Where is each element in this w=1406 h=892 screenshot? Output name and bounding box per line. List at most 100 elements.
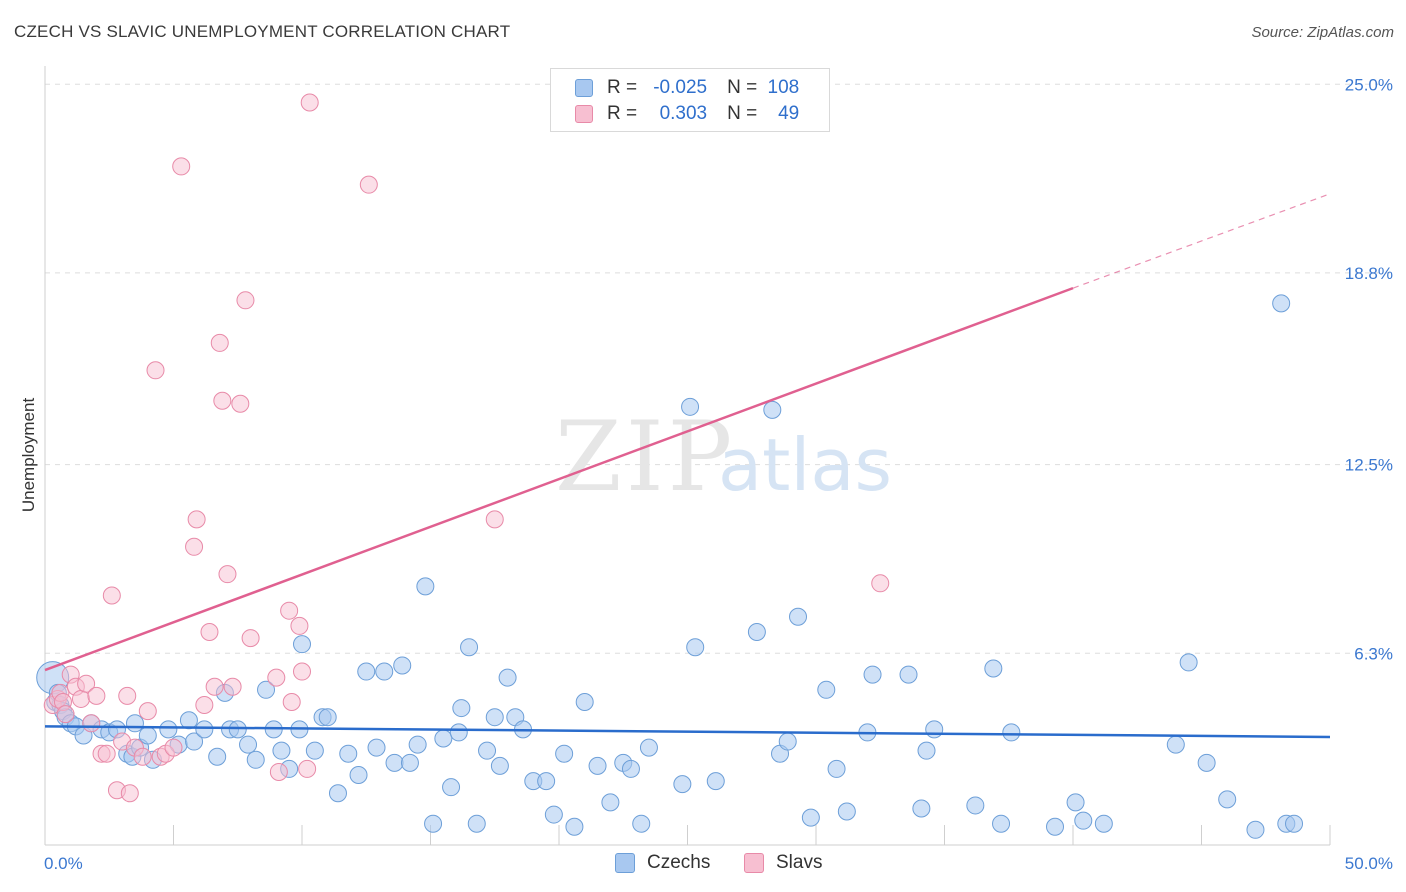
legend-item-slavs[interactable]: Slavs (744, 852, 822, 874)
slav-point (185, 537, 204, 556)
czech-point (305, 741, 324, 760)
czech-point (416, 577, 435, 596)
slav-point (359, 175, 378, 194)
czech-point (992, 814, 1011, 833)
czech-point (555, 744, 574, 763)
czech-point (681, 397, 700, 416)
czech-point (208, 747, 227, 766)
czech-point (442, 778, 461, 797)
czech-point (837, 802, 856, 821)
czech-point (827, 759, 846, 778)
y-axis-label: Unemployment (19, 398, 38, 513)
slav-point (87, 686, 106, 705)
slav-point (280, 601, 299, 620)
slav-point (82, 714, 101, 733)
stats-legend: R = -0.025 N = 108 R = 0.303 N = 49 (550, 68, 830, 132)
czech-point (632, 814, 651, 833)
czech-point (1179, 653, 1198, 672)
czech-point (912, 799, 931, 818)
czech-point (498, 668, 517, 687)
czech-point (1197, 753, 1216, 772)
czech-point (385, 753, 404, 772)
slav-point (118, 686, 137, 705)
czech-point (984, 659, 1003, 678)
slav-point (218, 565, 237, 584)
czech-point (257, 680, 276, 699)
legend-item-czechs[interactable]: Czechs (615, 852, 710, 874)
czech-point (293, 635, 311, 654)
y-tick-label: 25.0% (1345, 75, 1393, 94)
czech-point (621, 759, 640, 778)
czech-point (434, 729, 453, 748)
legend-label-slavs: Slavs (776, 852, 823, 873)
slav-point (146, 361, 165, 380)
czech-point (1218, 790, 1237, 809)
legend-r-value: 0.303 (659, 103, 708, 124)
legend-r-value: -0.025 (653, 77, 708, 98)
legend-n-label: N = (727, 103, 758, 124)
czech-point (1094, 814, 1113, 833)
czech-point (686, 638, 705, 657)
watermark-atlas: atlas (718, 423, 892, 507)
slav-point (871, 574, 890, 593)
czech-point (400, 753, 419, 772)
czech-point (778, 732, 797, 751)
czech-point (195, 720, 214, 739)
czech-point (328, 784, 347, 803)
slav-point (236, 291, 255, 310)
legend-row-czechs: R = -0.025 N = 108 (551, 75, 799, 101)
czech-point (1046, 817, 1065, 836)
czech-point (272, 741, 291, 760)
czech-point (478, 741, 497, 760)
czech-point (185, 732, 204, 751)
czech-point (925, 720, 944, 739)
czech-point (375, 662, 394, 681)
czech-point (449, 723, 468, 742)
slav-point (195, 696, 214, 715)
czech-point (393, 656, 412, 675)
czech-point (917, 741, 936, 760)
czech-point (1285, 814, 1304, 833)
y-tick-label: 18.8% (1345, 264, 1393, 283)
slav-point (293, 662, 311, 681)
slav-point (485, 510, 504, 529)
slav-points (43, 93, 890, 803)
czech-swatch (575, 79, 593, 97)
y-tick-label: 6.3% (1354, 644, 1393, 663)
slav-point (102, 586, 121, 605)
slav-point (205, 677, 224, 696)
watermark-zip: ZIP (555, 401, 736, 513)
czech-point (801, 808, 820, 827)
czech-point (588, 756, 607, 775)
slav-swatch (575, 105, 593, 123)
grid-lines (45, 83, 1390, 654)
czech-point (537, 772, 556, 791)
x-tick-labels: 0.0% 50.0% (44, 854, 1393, 873)
czech-point (239, 735, 258, 754)
slav-point (133, 747, 152, 766)
czech-point (863, 665, 882, 684)
czech-point (817, 680, 836, 699)
chart-title: CZECH VS SLAVIC UNEMPLOYMENT CORRELATION… (14, 22, 511, 41)
czech-point (228, 720, 247, 739)
czech-trend-line (44, 725, 1331, 739)
slav-point (172, 157, 191, 176)
czech-point (452, 699, 471, 718)
slav-point (223, 677, 242, 696)
czech-point (1246, 820, 1265, 839)
slav-point (97, 744, 116, 763)
czech-point (339, 744, 358, 763)
czech-point (747, 622, 766, 641)
czech-point (460, 638, 479, 657)
slav-point (298, 759, 317, 778)
legend-row-slavs: R = 0.303 N = 49 (551, 101, 799, 127)
slav-point (290, 616, 309, 635)
czech-point (575, 692, 594, 711)
slav-point (187, 510, 206, 529)
x-tick-label: 0.0% (44, 854, 83, 873)
slav-point (138, 702, 157, 721)
slav-swatch (744, 853, 764, 873)
czech-point (1272, 294, 1291, 313)
czech-point (246, 750, 265, 769)
